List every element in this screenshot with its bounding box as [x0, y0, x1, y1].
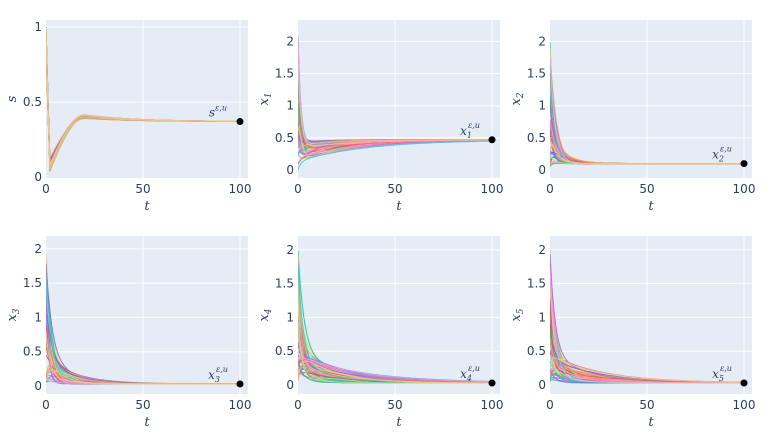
- x-tick-label: 50: [135, 398, 150, 412]
- y-axis-label: x2: [509, 92, 526, 105]
- y-axis-label: s: [5, 95, 20, 102]
- y-tick-label: 0: [34, 379, 42, 393]
- x-tick-label: 100: [481, 398, 504, 412]
- y-tick-label: 0: [538, 378, 546, 392]
- trajectory-line: [550, 357, 744, 383]
- y-tick-label: 1.5: [275, 67, 294, 81]
- equilibrium-point: [488, 379, 496, 387]
- y-tick-label: 0: [286, 163, 294, 177]
- y-tick-label: 0.5: [275, 131, 294, 145]
- x-axis-label: t: [648, 415, 654, 430]
- x-tick-label: 50: [135, 182, 150, 196]
- y-tick-label: 1.5: [23, 276, 42, 290]
- x-tick-label: 50: [387, 182, 402, 196]
- trajectories: [550, 249, 745, 384]
- y-tick-label: 1: [538, 310, 546, 324]
- y-tick-label: 1: [286, 99, 294, 113]
- y-tick-label: 0: [286, 378, 294, 392]
- plot-area: [550, 20, 752, 178]
- plot-area: [298, 20, 500, 178]
- equilibrium-point: [740, 379, 748, 387]
- x-tick-label: 100: [229, 182, 252, 196]
- x-tick-label: 0: [546, 182, 554, 196]
- y-axis-label: x3: [5, 308, 22, 321]
- trajectories: [298, 250, 493, 384]
- equilibrium-point: [488, 136, 496, 144]
- x-tick-label: 100: [733, 182, 756, 196]
- y-tick-label: 1.5: [527, 67, 546, 81]
- x-tick-label: 50: [639, 398, 654, 412]
- trajectory-line: [550, 142, 744, 165]
- trajectory-line: [298, 140, 492, 170]
- y-tick-label: 1.5: [275, 277, 294, 291]
- x-tick-label: 0: [294, 182, 302, 196]
- y-axis-label: x1: [257, 92, 274, 105]
- y-tick-label: 0.5: [527, 131, 546, 145]
- y-tick-label: 0.5: [275, 344, 294, 358]
- trajectory-line: [46, 33, 241, 166]
- x-tick-label: 100: [733, 398, 756, 412]
- x-tick-label: 0: [42, 398, 50, 412]
- y-tick-label: 1: [538, 99, 546, 113]
- trajectories: [298, 36, 493, 170]
- equilibrium-point: [740, 160, 748, 168]
- x-axis-label: t: [144, 199, 150, 214]
- y-tick-label: 1.5: [527, 277, 546, 291]
- y-tick-label: 0.5: [527, 344, 546, 358]
- x-tick-label: 100: [229, 398, 252, 412]
- x-tick-label: 0: [42, 182, 50, 196]
- y-tick-label: 2: [538, 243, 546, 257]
- x-axis-label: t: [144, 415, 150, 430]
- trajectory-line: [46, 331, 240, 385]
- y-tick-label: 2: [286, 34, 294, 48]
- trajectories: [46, 254, 240, 385]
- x-axis-label: t: [648, 199, 654, 214]
- trajectory-line: [298, 139, 492, 153]
- x-tick-label: 100: [481, 182, 504, 196]
- x-axis-label: t: [396, 199, 402, 214]
- y-tick-label: 1: [286, 310, 294, 324]
- trajectories: [46, 27, 241, 172]
- equilibrium-point: [236, 380, 244, 388]
- y-tick-label: 1: [34, 310, 42, 324]
- trajectory-line: [298, 359, 493, 383]
- y-tick-label: 0: [34, 170, 42, 184]
- x-tick-label: 0: [294, 398, 302, 412]
- y-tick-label: 0.5: [23, 345, 42, 359]
- equilibrium-point: [236, 118, 244, 125]
- y-tick-label: 2: [538, 34, 546, 48]
- y-tick-label: 0.5: [23, 95, 42, 109]
- plot-area: [46, 236, 248, 394]
- y-axis-label: x4: [257, 308, 274, 321]
- y-tick-label: 0: [538, 163, 546, 177]
- x-axis-label: t: [396, 415, 402, 430]
- x-tick-label: 0: [546, 398, 554, 412]
- plot-area: [46, 20, 248, 178]
- y-axis-label: x5: [509, 308, 526, 321]
- trajectory-line: [298, 357, 493, 383]
- x-tick-label: 50: [387, 398, 402, 412]
- trajectories: [550, 42, 744, 167]
- trajectory-line: [550, 269, 745, 384]
- trajectory-line: [298, 360, 492, 384]
- y-tick-label: 2: [286, 243, 294, 257]
- y-tick-label: 1: [34, 20, 42, 34]
- x-tick-label: 50: [639, 182, 654, 196]
- y-tick-label: 2: [34, 242, 42, 256]
